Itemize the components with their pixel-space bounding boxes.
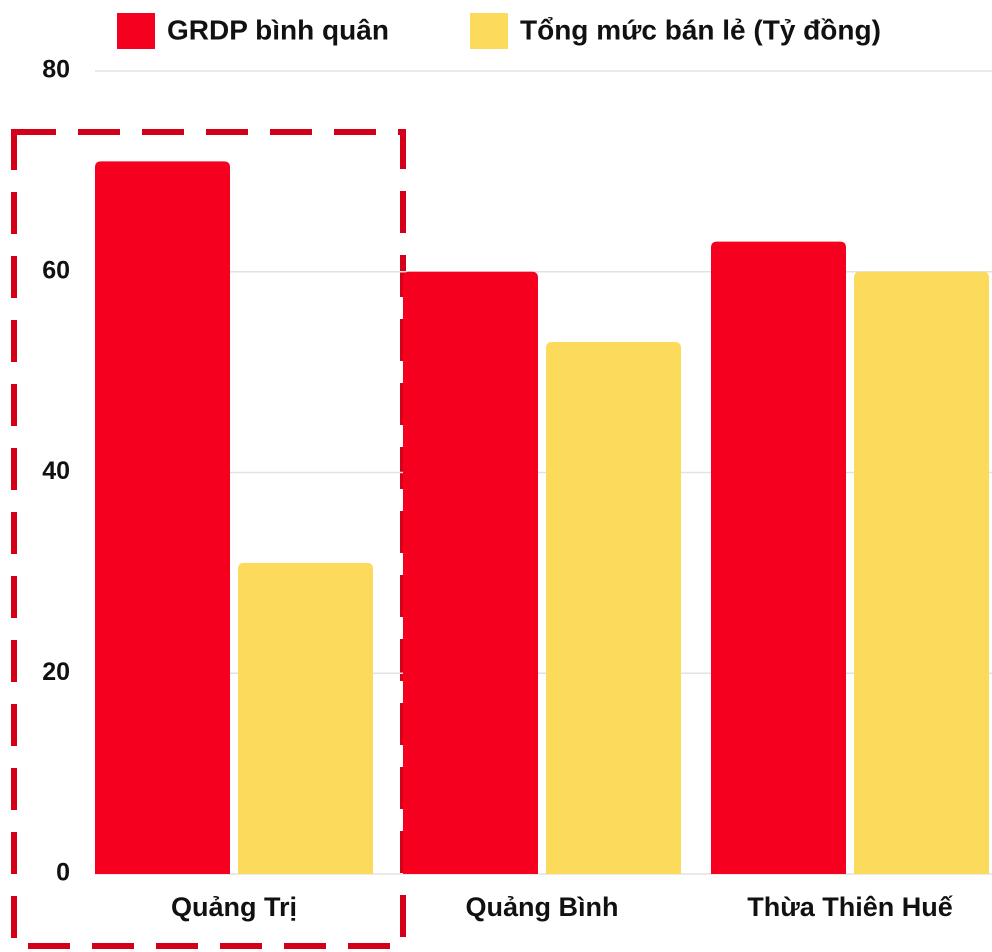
- y-tick-label: 60: [42, 256, 70, 284]
- bar: [546, 342, 681, 874]
- legend-label: GRDP bình quân: [167, 14, 389, 45]
- legend-swatch: [470, 13, 508, 49]
- y-tick-label: 20: [42, 658, 70, 686]
- x-tick-label: Quảng Bình: [466, 892, 619, 922]
- legend-swatch: [117, 13, 155, 49]
- x-tick-label: Thừa Thiên Huế: [747, 892, 954, 922]
- y-tick-label: 0: [56, 859, 70, 887]
- bar: [238, 562, 373, 874]
- y-tick-label: 80: [42, 56, 70, 84]
- bar: [403, 271, 538, 874]
- legend-label: Tổng mức bán lẻ (Tỷ đồng): [520, 14, 881, 45]
- bar: [854, 271, 989, 874]
- x-tick-label: Quảng Trị: [171, 892, 297, 922]
- bar: [95, 161, 230, 874]
- bar: [711, 241, 846, 874]
- y-tick-label: 40: [42, 457, 70, 485]
